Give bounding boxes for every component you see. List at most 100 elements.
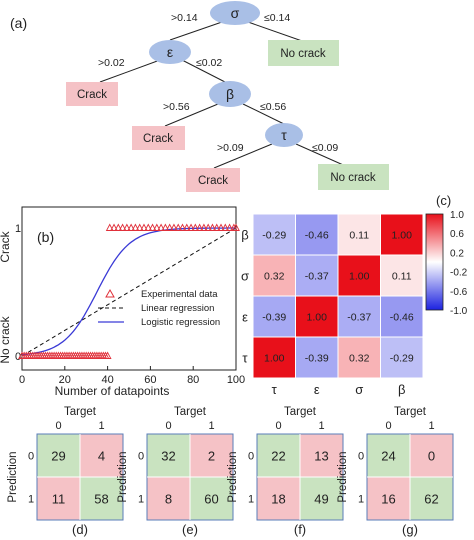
heatmap-value-label: -0.29 — [262, 230, 286, 242]
node-label: β — [226, 86, 234, 102]
confusion-value: 60 — [204, 492, 218, 507]
confusion-value: 13 — [314, 449, 328, 464]
leaf-label: Crack — [143, 133, 173, 145]
prediction-axis-title: Prediction — [337, 451, 349, 502]
leaf-no-crack: No crack — [318, 164, 389, 190]
data-point-triangle — [144, 223, 153, 231]
x-tick-label: 40 — [101, 374, 113, 386]
heatmap-value-label: 1.00 — [349, 271, 370, 283]
x-tick-label: 0 — [19, 374, 25, 386]
split-label: ≤0.56 — [260, 101, 286, 113]
heatmap-row-label: τ — [242, 351, 248, 366]
split-label: ≤0.14 — [264, 12, 290, 24]
heatmap-cell — [252, 336, 296, 379]
data-point-triangle — [169, 223, 178, 231]
y-tick-number: 0 — [15, 351, 21, 363]
leaf-label: Crack — [77, 89, 107, 101]
col-label: 1 — [208, 420, 214, 432]
heatmap-col-label: σ — [355, 382, 363, 397]
confusion-cell — [37, 477, 80, 520]
heatmap-value-label: -0.37 — [305, 271, 329, 283]
confusion-value: 8 — [165, 492, 172, 507]
data-point-triangle — [217, 223, 225, 231]
data-point-triangle — [114, 223, 123, 231]
row-label: 1 — [28, 494, 34, 506]
heatmap-value-label: -0.39 — [305, 353, 329, 365]
tree-node-sigma: σ — [210, 1, 260, 25]
heatmap-value-label: 0.32 — [349, 353, 370, 365]
panel-label-f: (f) — [294, 522, 306, 537]
leaf-label: No crack — [280, 48, 326, 60]
decision-tree-panel: (a) >0.14 ≤0.14 >0.02 ≤0.02 >0.56 ≤0.56 … — [10, 1, 389, 192]
colorbar-tick-label: -0.2 — [450, 268, 468, 279]
heatmap-col-label: β — [398, 382, 405, 397]
data-point-triangle — [182, 223, 191, 231]
confusion-value: 32 — [161, 449, 175, 464]
legend-triangle-icon — [105, 288, 115, 298]
x-tick-label: 100 — [227, 374, 245, 386]
data-point-triangle — [105, 223, 114, 231]
y-tick-label-no-crack: No crack — [0, 315, 12, 363]
heatmap-cell — [252, 213, 296, 256]
heatmap-cell — [380, 336, 424, 379]
heatmap-cell — [295, 213, 339, 256]
legend: Experimental data Linear regression Logi… — [98, 288, 220, 328]
heatmap-col-label: τ — [272, 382, 278, 397]
heatmap-value-label: -0.46 — [305, 230, 329, 242]
heatmap-row-label: β — [241, 228, 248, 243]
panel-label-c: (c) — [436, 193, 451, 208]
split-label: ≤0.02 — [196, 57, 222, 69]
data-point-triangle — [103, 351, 112, 359]
target-axis-title: Target — [174, 406, 207, 418]
col-label: 0 — [385, 420, 391, 432]
heatmap-value-label: 0.11 — [349, 230, 369, 242]
heatmap-value-label: 1.00 — [264, 353, 285, 365]
legend-label: Linear regression — [141, 303, 214, 314]
row-label: 1 — [248, 494, 254, 506]
heatmap-value-label: -0.29 — [390, 353, 414, 365]
data-point-triangle — [208, 223, 217, 231]
y-tick-label-crack: Crack — [0, 230, 12, 262]
heatmap-cell — [380, 213, 424, 256]
colorbar-tick-label: 0.6 — [450, 229, 464, 240]
data-point-triangle — [199, 223, 208, 231]
colorbar-ticks: 1.0 0.6 0.2 -0.2 -0.6 -1.0 — [450, 210, 468, 317]
confusion-cell — [300, 434, 343, 477]
data-point-triangle — [152, 223, 161, 231]
data-point-triangle — [165, 223, 174, 231]
confusion-value: 62 — [424, 492, 438, 507]
node-label: τ — [281, 127, 287, 143]
leaf-no-crack: No crack — [268, 40, 339, 66]
x-axis-ticks: 0 20 40 60 80 100 — [19, 366, 245, 386]
data-point-triangle — [191, 223, 200, 231]
heatmap-grid: -0.29 -0.46 0.11 1.00 β 0.32 -0.37 1.00 0.11 σ -0.… — [241, 213, 424, 397]
data-point-triangle — [178, 223, 187, 231]
confusion-cell — [190, 434, 233, 477]
x-tick-label: 20 — [59, 374, 71, 386]
confusion-cell — [80, 434, 123, 477]
heatmap-cell — [295, 336, 339, 379]
x-tick-label: 80 — [187, 374, 199, 386]
data-point-triangle — [127, 223, 136, 231]
confusion-value: 49 — [314, 492, 328, 507]
heatmap-value-label: -0.39 — [262, 312, 286, 324]
heatmap-value-label: 1.00 — [392, 230, 413, 242]
tree-node-epsilon: ε — [149, 40, 191, 64]
colorbar-tick-label: -1.0 — [450, 306, 468, 317]
row-label: 0 — [358, 451, 364, 463]
data-point-triangle — [118, 223, 127, 231]
col-label: 0 — [275, 420, 281, 432]
prediction-axis-title: Prediction — [7, 451, 19, 502]
tree-node-beta: β — [209, 81, 251, 107]
data-point-triangle — [225, 223, 234, 231]
data-point-triangle — [195, 223, 204, 231]
confusion-value: 18 — [271, 492, 285, 507]
confusion-value: 24 — [381, 449, 395, 464]
data-point-triangle — [157, 223, 166, 231]
data-point-triangle — [140, 223, 148, 231]
confusion-value: 58 — [94, 492, 108, 507]
prediction-axis-title: Prediction — [117, 451, 129, 502]
confusion-value: 2 — [208, 449, 215, 464]
